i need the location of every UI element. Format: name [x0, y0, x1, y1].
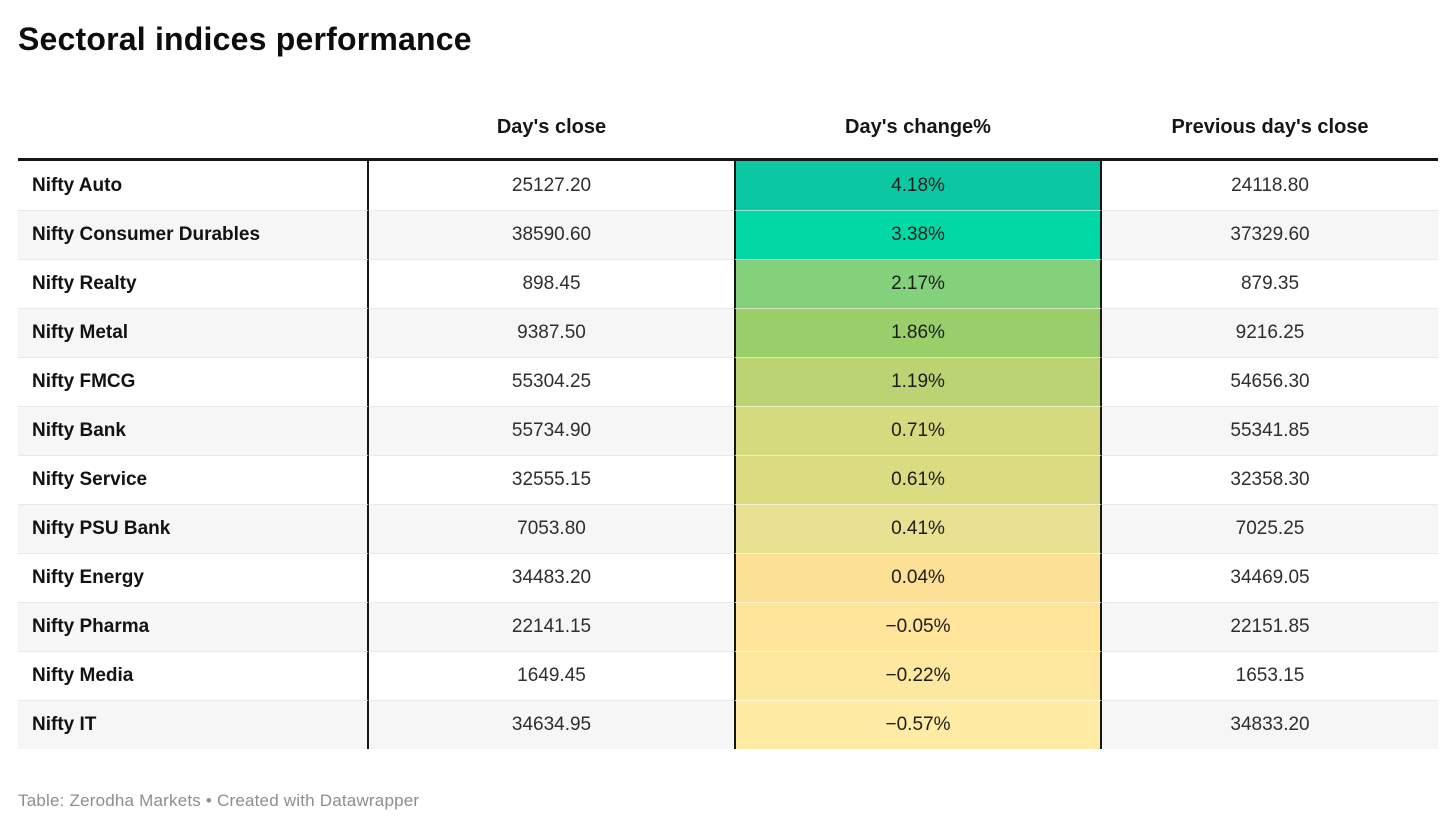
sector-name-cell: Nifty Pharma	[18, 602, 369, 651]
days-close-cell: 1649.45	[369, 651, 734, 700]
table-footer-credit: Table: Zerodha Markets • Created with Da…	[18, 791, 420, 810]
sector-name-cell: Nifty Consumer Durables	[18, 210, 369, 259]
sectoral-indices-table: Day's close Day's change% Previous day's…	[18, 115, 1438, 749]
days-change-cell: 0.41%	[734, 504, 1102, 553]
days-close-cell: 9387.50	[369, 308, 734, 357]
days-change-cell: −0.22%	[734, 651, 1102, 700]
column-header-days-close: Day's close	[496, 116, 607, 138]
table-row: Nifty PSU Bank 7053.80 0.41% 7025.25	[18, 504, 1438, 553]
sector-name-cell: Nifty Bank	[18, 406, 369, 455]
table-row: Nifty Bank 55734.90 0.71% 55341.85	[18, 406, 1438, 455]
previous-days-close-cell: 55341.85	[1102, 406, 1438, 455]
days-change-cell: 1.86%	[734, 308, 1102, 357]
days-close-cell: 34634.95	[369, 700, 734, 749]
days-change-cell: 2.17%	[734, 259, 1102, 308]
days-close-cell: 25127.20	[369, 161, 734, 210]
table-row: Nifty Media 1649.45 −0.22% 1653.15	[18, 651, 1438, 700]
table-header-row: Day's close Day's change% Previous day's…	[18, 115, 1438, 158]
table-row: Nifty Realty 898.45 2.17% 879.35	[18, 259, 1438, 308]
days-close-cell: 22141.15	[369, 602, 734, 651]
table-row: Nifty IT 34634.95 −0.57% 34833.20	[18, 700, 1438, 749]
days-change-cell: 1.19%	[734, 357, 1102, 406]
days-change-cell: 3.38%	[734, 210, 1102, 259]
previous-days-close-cell: 1653.15	[1102, 651, 1438, 700]
days-change-cell: 0.61%	[734, 455, 1102, 504]
table-row: Nifty Metal 9387.50 1.86% 9216.25	[18, 308, 1438, 357]
table-body: Nifty Auto 25127.20 4.18% 24118.80 Nifty…	[18, 158, 1438, 749]
previous-days-close-cell: 7025.25	[1102, 504, 1438, 553]
previous-days-close-cell: 24118.80	[1102, 161, 1438, 210]
table-row: Nifty Auto 25127.20 4.18% 24118.80	[18, 161, 1438, 210]
table-row: Nifty Energy 34483.20 0.04% 34469.05	[18, 553, 1438, 602]
column-header-days-change: Day's change%	[845, 116, 991, 138]
days-close-cell: 7053.80	[369, 504, 734, 553]
days-close-cell: 34483.20	[369, 553, 734, 602]
table-row: Nifty Consumer Durables 38590.60 3.38% 3…	[18, 210, 1438, 259]
previous-days-close-cell: 37329.60	[1102, 210, 1438, 259]
sector-name-cell: Nifty PSU Bank	[18, 504, 369, 553]
previous-days-close-cell: 34469.05	[1102, 553, 1438, 602]
sector-name-cell: Nifty Service	[18, 455, 369, 504]
days-change-cell: 4.18%	[734, 161, 1102, 210]
previous-days-close-cell: 34833.20	[1102, 700, 1438, 749]
days-change-cell: −0.57%	[734, 700, 1102, 749]
sector-name-cell: Nifty Media	[18, 651, 369, 700]
page-title: Sectoral indices performance	[18, 21, 472, 57]
sector-name-cell: Nifty Realty	[18, 259, 369, 308]
days-change-cell: 0.71%	[734, 406, 1102, 455]
days-close-cell: 55734.90	[369, 406, 734, 455]
previous-days-close-cell: 9216.25	[1102, 308, 1438, 357]
table-row: Nifty Pharma 22141.15 −0.05% 22151.85	[18, 602, 1438, 651]
days-change-cell: −0.05%	[734, 602, 1102, 651]
sector-name-cell: Nifty FMCG	[18, 357, 369, 406]
days-close-cell: 898.45	[369, 259, 734, 308]
table-row: Nifty FMCG 55304.25 1.19% 54656.30	[18, 357, 1438, 406]
sector-name-cell: Nifty Energy	[18, 553, 369, 602]
sector-name-cell: Nifty Auto	[18, 161, 369, 210]
sector-name-cell: Nifty IT	[18, 700, 369, 749]
previous-days-close-cell: 879.35	[1102, 259, 1438, 308]
previous-days-close-cell: 54656.30	[1102, 357, 1438, 406]
days-close-cell: 38590.60	[369, 210, 734, 259]
column-header-previous-days-close: Previous day's close	[1171, 116, 1369, 138]
sector-name-cell: Nifty Metal	[18, 308, 369, 357]
days-close-cell: 32555.15	[369, 455, 734, 504]
table-row: Nifty Service 32555.15 0.61% 32358.30	[18, 455, 1438, 504]
days-change-cell: 0.04%	[734, 553, 1102, 602]
column-header-sector	[18, 115, 369, 158]
previous-days-close-cell: 22151.85	[1102, 602, 1438, 651]
previous-days-close-cell: 32358.30	[1102, 455, 1438, 504]
days-close-cell: 55304.25	[369, 357, 734, 406]
